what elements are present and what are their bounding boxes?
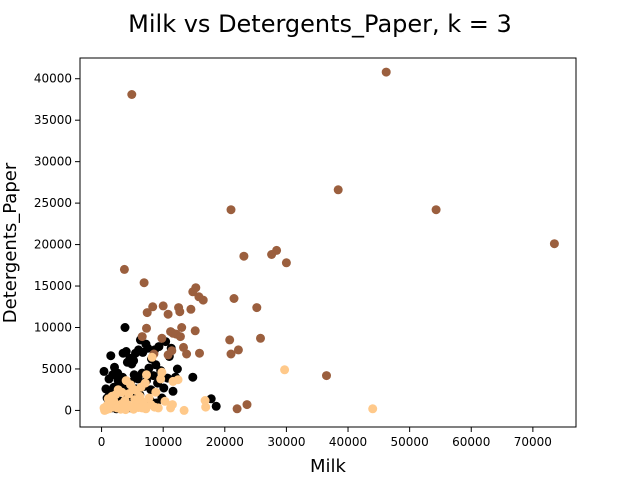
data-point bbox=[143, 343, 153, 353]
data-point bbox=[322, 371, 331, 381]
data-point bbox=[134, 403, 143, 412]
data-point bbox=[147, 352, 157, 362]
y-tick-label: 25000 bbox=[34, 196, 72, 210]
data-point bbox=[148, 371, 158, 381]
data-point bbox=[229, 294, 239, 303]
data-point bbox=[182, 349, 192, 359]
data-point bbox=[127, 90, 137, 99]
data-point bbox=[156, 374, 166, 384]
data-point bbox=[160, 396, 170, 406]
data-point bbox=[200, 396, 210, 405]
points-layer bbox=[99, 67, 559, 415]
data-point bbox=[226, 205, 236, 215]
data-point bbox=[117, 387, 127, 397]
data-point bbox=[280, 365, 290, 375]
data-point bbox=[163, 309, 173, 319]
x-tick-label: 40000 bbox=[329, 435, 367, 449]
data-point bbox=[167, 346, 177, 356]
data-point bbox=[151, 387, 161, 397]
data-point bbox=[129, 356, 139, 366]
data-point bbox=[137, 332, 147, 342]
x-tick-label: 20000 bbox=[206, 435, 244, 449]
data-point bbox=[172, 364, 182, 374]
data-point bbox=[179, 405, 189, 415]
data-point bbox=[188, 372, 198, 382]
data-point bbox=[191, 283, 201, 293]
data-point bbox=[225, 335, 235, 345]
data-point bbox=[195, 348, 204, 358]
x-tick-label: 60000 bbox=[452, 435, 490, 449]
data-point bbox=[177, 323, 187, 332]
y-tick-label: 0 bbox=[64, 403, 72, 417]
x-tick-label: 30000 bbox=[267, 435, 305, 449]
data-point bbox=[281, 258, 291, 268]
data-point bbox=[106, 351, 116, 361]
data-point bbox=[168, 386, 178, 396]
data-point bbox=[201, 402, 211, 412]
data-point bbox=[256, 333, 265, 343]
chart-title: Milk vs Detergents_Paper, k = 3 bbox=[128, 10, 512, 38]
data-point bbox=[267, 250, 277, 259]
y-axis-label: Detergents_Paper bbox=[0, 162, 21, 323]
x-axis: 0 10000 20000 30000 40000 50000 60000 70000 bbox=[98, 427, 552, 449]
data-point bbox=[99, 366, 109, 376]
x-axis-label: Milk bbox=[310, 456, 347, 477]
data-point bbox=[142, 323, 151, 333]
data-point bbox=[144, 393, 154, 403]
y-tick-label: 20000 bbox=[34, 238, 72, 252]
data-point bbox=[121, 376, 131, 386]
y-tick-label: 15000 bbox=[34, 279, 72, 293]
data-point bbox=[108, 370, 118, 380]
x-tick-label: 10000 bbox=[144, 435, 182, 449]
plot-frame bbox=[79, 57, 577, 428]
data-point bbox=[153, 403, 163, 413]
data-point bbox=[211, 401, 221, 411]
data-point bbox=[190, 326, 200, 336]
data-point bbox=[154, 342, 164, 352]
data-point bbox=[119, 264, 129, 274]
data-point bbox=[252, 303, 262, 313]
data-point bbox=[175, 332, 185, 342]
data-point bbox=[107, 391, 117, 401]
data-point bbox=[159, 383, 169, 393]
data-point bbox=[136, 382, 146, 392]
y-tick-label: 5000 bbox=[41, 362, 72, 376]
data-point bbox=[148, 302, 158, 312]
data-point bbox=[239, 251, 249, 261]
y-tick-label: 30000 bbox=[34, 155, 72, 169]
y-tick-label: 10000 bbox=[34, 320, 72, 334]
data-point bbox=[101, 384, 111, 394]
data-point bbox=[232, 404, 242, 414]
data-point bbox=[120, 323, 130, 332]
x-tick-label: 50000 bbox=[391, 435, 429, 449]
data-point bbox=[121, 405, 131, 415]
y-axis: 0 5000 10000 15000 20000 25000 30000 35000 40000 bbox=[34, 72, 80, 417]
data-point bbox=[157, 333, 167, 343]
data-point bbox=[226, 349, 236, 359]
data-point bbox=[121, 347, 131, 356]
data-point bbox=[381, 67, 391, 77]
data-point bbox=[142, 370, 151, 380]
data-point bbox=[549, 239, 559, 249]
x-tick-label: 70000 bbox=[514, 435, 552, 449]
data-point bbox=[142, 308, 152, 318]
y-tick-label: 35000 bbox=[34, 113, 72, 127]
data-point bbox=[175, 307, 185, 317]
data-point bbox=[368, 404, 378, 414]
data-point bbox=[233, 345, 243, 355]
data-point bbox=[167, 400, 177, 410]
x-tick-label: 0 bbox=[98, 435, 106, 449]
data-point bbox=[158, 301, 168, 311]
data-point bbox=[198, 295, 208, 305]
data-point bbox=[242, 400, 252, 410]
data-point bbox=[124, 389, 134, 399]
data-point bbox=[139, 278, 149, 288]
data-point bbox=[173, 375, 183, 385]
data-point bbox=[333, 185, 343, 195]
y-tick-label: 40000 bbox=[34, 72, 72, 86]
data-point bbox=[431, 205, 441, 215]
data-point bbox=[186, 304, 196, 314]
